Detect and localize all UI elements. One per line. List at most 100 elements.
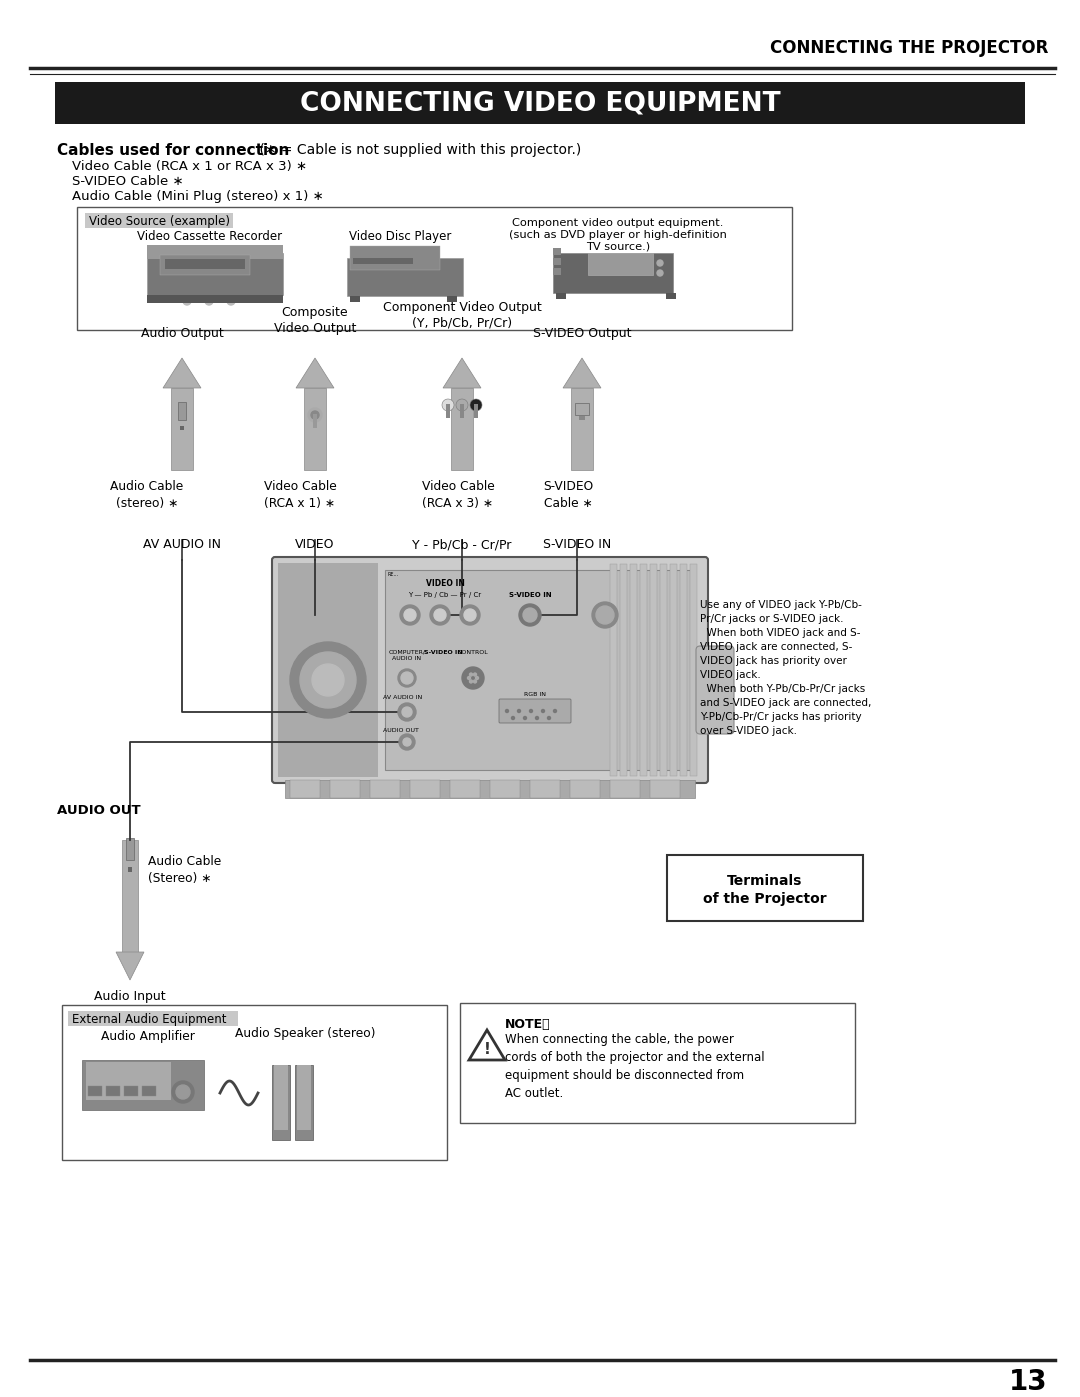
- Polygon shape: [443, 358, 481, 388]
- Circle shape: [592, 602, 618, 629]
- Bar: [670, 564, 677, 775]
- Bar: [579, 416, 585, 420]
- Text: VIDEO jack are connected, S-: VIDEO jack are connected, S-: [700, 643, 852, 652]
- Text: CONNECTING THE PROJECTOR: CONNECTING THE PROJECTOR: [770, 39, 1048, 57]
- Bar: [313, 414, 318, 427]
- Bar: [350, 296, 360, 302]
- Bar: [450, 780, 480, 798]
- Bar: [384, 570, 690, 770]
- Circle shape: [536, 717, 539, 719]
- Text: S-VIDEO
Cable ∗: S-VIDEO Cable ∗: [543, 481, 593, 510]
- Text: VIDEO jack has priority over: VIDEO jack has priority over: [700, 657, 847, 666]
- Text: Video Cable (RCA x 1 or RCA x 3) ∗: Video Cable (RCA x 1 or RCA x 3) ∗: [72, 161, 307, 173]
- Circle shape: [308, 408, 322, 422]
- Bar: [82, 1060, 204, 1111]
- Bar: [610, 780, 640, 798]
- Text: VIDEO: VIDEO: [295, 538, 335, 552]
- Circle shape: [205, 298, 213, 305]
- Circle shape: [442, 400, 454, 411]
- Bar: [460, 404, 464, 418]
- Circle shape: [529, 710, 532, 712]
- Circle shape: [399, 669, 416, 687]
- Bar: [350, 246, 440, 270]
- Circle shape: [554, 710, 556, 712]
- Bar: [650, 564, 657, 775]
- Text: Video Cable
(RCA x 1) ∗: Video Cable (RCA x 1) ∗: [264, 481, 336, 510]
- Text: Audio Input: Audio Input: [94, 990, 166, 1003]
- Circle shape: [475, 676, 478, 679]
- Circle shape: [399, 733, 415, 750]
- Circle shape: [473, 673, 476, 676]
- Text: Audio Cable
(stereo) ∗: Audio Cable (stereo) ∗: [110, 481, 184, 510]
- Bar: [106, 1085, 120, 1097]
- Text: RGB IN: RGB IN: [524, 692, 546, 697]
- Bar: [353, 258, 413, 264]
- Bar: [129, 868, 132, 872]
- Bar: [278, 563, 378, 777]
- Bar: [68, 1011, 238, 1025]
- Text: over S-VIDEO jack.: over S-VIDEO jack.: [700, 726, 797, 736]
- Circle shape: [399, 703, 416, 721]
- Text: !: !: [484, 1042, 490, 1056]
- Circle shape: [473, 680, 476, 683]
- Bar: [122, 840, 138, 951]
- Bar: [85, 212, 233, 228]
- Text: When both Y-Pb/Cb-Pr/Cr jacks: When both Y-Pb/Cb-Pr/Cr jacks: [700, 685, 865, 694]
- Bar: [274, 1065, 288, 1130]
- Text: AUDIO OUT: AUDIO OUT: [57, 803, 140, 816]
- Text: CONTROL: CONTROL: [458, 650, 488, 655]
- Circle shape: [434, 609, 446, 622]
- Text: Component Video Output
(Y, Pb/Cb, Pr/Cr): Component Video Output (Y, Pb/Cb, Pr/Cr): [382, 300, 541, 330]
- Bar: [171, 388, 193, 469]
- Circle shape: [657, 260, 663, 265]
- Polygon shape: [469, 1030, 505, 1060]
- Circle shape: [456, 400, 468, 411]
- Circle shape: [401, 672, 413, 685]
- Bar: [660, 564, 667, 775]
- Circle shape: [524, 717, 527, 719]
- Text: Y — Pb / Cb — Pr / Cr: Y — Pb / Cb — Pr / Cr: [408, 592, 482, 598]
- Text: Video Cable
(RCA x 3) ∗: Video Cable (RCA x 3) ∗: [421, 481, 495, 510]
- Circle shape: [183, 298, 191, 305]
- Bar: [530, 780, 561, 798]
- Text: Y - Pb/Cb - Cr/Pr: Y - Pb/Cb - Cr/Pr: [413, 538, 512, 552]
- Bar: [126, 838, 134, 861]
- Bar: [147, 253, 283, 295]
- Bar: [264, 295, 273, 303]
- Bar: [575, 402, 589, 415]
- Circle shape: [300, 652, 356, 708]
- Bar: [640, 564, 647, 775]
- Text: S-VIDEO IN: S-VIDEO IN: [543, 538, 611, 552]
- Circle shape: [402, 707, 411, 717]
- Text: AUDIO OUT: AUDIO OUT: [383, 728, 419, 733]
- Bar: [370, 780, 400, 798]
- Text: Video Cassette Recorder: Video Cassette Recorder: [137, 231, 283, 243]
- Circle shape: [468, 676, 471, 679]
- Text: S-VIDEO IN: S-VIDEO IN: [509, 592, 551, 598]
- Bar: [165, 258, 245, 270]
- Bar: [297, 1065, 311, 1130]
- Text: Terminals
of the Projector: Terminals of the Projector: [703, 873, 827, 907]
- Circle shape: [519, 604, 541, 626]
- Bar: [62, 1004, 447, 1160]
- Bar: [553, 253, 673, 293]
- Bar: [77, 207, 792, 330]
- Text: S-VIDEO Cable ∗: S-VIDEO Cable ∗: [72, 175, 184, 189]
- Text: CONNECTING VIDEO EQUIPMENT: CONNECTING VIDEO EQUIPMENT: [299, 89, 781, 116]
- FancyBboxPatch shape: [696, 645, 734, 733]
- Bar: [347, 258, 463, 296]
- FancyBboxPatch shape: [499, 698, 571, 724]
- Text: and S-VIDEO jack are connected,: and S-VIDEO jack are connected,: [700, 698, 872, 708]
- Text: Use any of VIDEO jack Y-Pb/Cb-: Use any of VIDEO jack Y-Pb/Cb-: [700, 599, 862, 610]
- Bar: [571, 388, 593, 469]
- Circle shape: [430, 605, 450, 624]
- Circle shape: [403, 738, 411, 746]
- Bar: [330, 780, 360, 798]
- Text: When both VIDEO jack and S-: When both VIDEO jack and S-: [700, 629, 861, 638]
- Bar: [303, 388, 326, 469]
- Bar: [147, 244, 283, 258]
- Bar: [55, 82, 1025, 124]
- Text: Audio Cable (Mini Plug (stereo) x 1) ∗: Audio Cable (Mini Plug (stereo) x 1) ∗: [72, 190, 324, 203]
- Bar: [556, 293, 566, 299]
- Bar: [160, 256, 249, 275]
